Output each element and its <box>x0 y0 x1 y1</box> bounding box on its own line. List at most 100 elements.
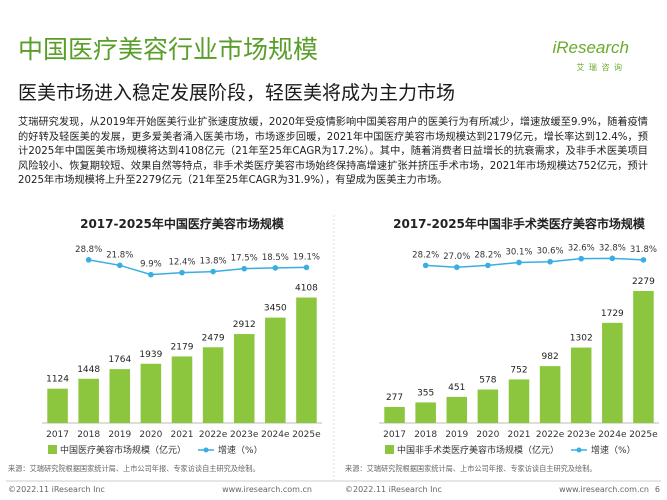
bar-value-label: 982 <box>542 352 559 362</box>
growth-label: 30.6% <box>537 247 564 257</box>
growth-point <box>609 255 616 262</box>
growth-line <box>88 259 307 276</box>
legend-label: 增速（%） <box>218 444 263 456</box>
legend-label: 中国非手术类医疗美容市场规模（亿元） <box>397 444 559 456</box>
x-tick-label: 2019 <box>108 430 131 440</box>
source-note: 来源：艾瑞研究院根据国家统计局、上市公司年报、专家访谈自主研究及绘制。 <box>345 464 597 473</box>
growth-label: 28.2% <box>412 250 439 260</box>
chart-title: 2017-2025年中国医疗美容市场规模 <box>80 216 285 231</box>
bar-value-label: 2912 <box>233 320 256 330</box>
bar-value-label: 1764 <box>108 355 131 365</box>
bar-value-label: 1124 <box>46 375 69 385</box>
legend-dot <box>576 447 582 453</box>
bar <box>415 402 436 423</box>
footer-url: www.iresearch.com.cn <box>222 485 312 494</box>
growth-line <box>425 257 644 268</box>
bar <box>265 317 286 423</box>
x-tick-label: 2017 <box>383 430 406 440</box>
growth-point <box>210 268 216 275</box>
legend-label: 中国医疗美容市场规模（亿元） <box>60 444 186 456</box>
x-tick-label: 2022e <box>199 430 228 440</box>
bar <box>140 363 162 423</box>
bar-value-label: 578 <box>479 376 496 386</box>
x-tick-label: 2020 <box>139 430 162 440</box>
bar-value-label: 355 <box>417 388 434 398</box>
growth-point <box>516 259 522 266</box>
x-tick-label: 2023e <box>230 430 259 440</box>
legend-swatch <box>385 445 394 454</box>
growth-point <box>116 262 123 269</box>
bar-value-label: 2479 <box>202 333 225 343</box>
growth-label: 32.8% <box>599 243 626 253</box>
bar <box>539 366 561 423</box>
logo: iResearch <box>552 38 629 57</box>
bar <box>633 290 654 423</box>
bar-value-label: 277 <box>386 393 403 403</box>
bar-value-label: 1729 <box>601 309 624 319</box>
logo-sub: 艾 瑞 咨 询 <box>576 63 623 72</box>
x-tick-label: 2018 <box>77 430 100 440</box>
bar-value-label: 1302 <box>570 334 593 344</box>
growth-label: 12.4% <box>168 258 195 268</box>
x-tick-label: 2018 <box>414 430 437 440</box>
footer-copyright: ©2022.11 iResearch Inc <box>8 485 105 494</box>
x-tick-label: 2019 <box>445 430 468 440</box>
legend-label: 增速（%） <box>591 444 636 456</box>
bar <box>570 347 592 423</box>
bar-value-label: 752 <box>510 365 527 375</box>
footer-url: www.iresearch.com.cn <box>559 485 649 494</box>
growth-label: 28.2% <box>474 250 501 260</box>
x-tick-label: 2024e <box>261 430 290 440</box>
growth-point <box>148 271 154 278</box>
growth-point <box>453 264 460 271</box>
bar-value-label: 4108 <box>295 284 318 294</box>
bar <box>446 396 468 423</box>
growth-point <box>578 255 585 262</box>
x-tick-label: 2025e <box>629 430 658 440</box>
growth-point <box>241 265 248 272</box>
bar <box>477 389 499 423</box>
growth-label: 17.5% <box>231 254 258 264</box>
chart-title: 2017-2025年中国非手术类医疗美容市场规模 <box>393 216 646 231</box>
growth-label: 18.5% <box>262 253 289 263</box>
bar <box>202 347 224 423</box>
growth-label: 30.1% <box>505 247 532 257</box>
bar-value-label: 2179 <box>171 342 194 352</box>
growth-label: 28.8% <box>75 245 102 255</box>
legend-dot <box>203 447 209 453</box>
bar-value-label: 2279 <box>632 277 655 287</box>
x-tick-label: 2022e <box>536 430 565 440</box>
growth-label: 19.1% <box>293 252 320 262</box>
source-note: 来源：艾瑞研究院根据国家统计局、上市公司年报、专家访谈自主研究及绘制。 <box>8 464 260 473</box>
bar <box>233 334 255 423</box>
bar-value-label: 3450 <box>264 304 287 314</box>
footer-copyright: ©2022.11 iResearch Inc <box>345 485 442 494</box>
growth-point <box>272 265 279 271</box>
growth-point <box>303 264 310 271</box>
body-text: 艾瑞研究发现，从2019年开始医美行业扩张速度放缓，2020年受疫情影响中国美容… <box>18 117 648 187</box>
growth-label: 31.8% <box>630 245 657 255</box>
growth-point <box>485 262 491 269</box>
bar <box>508 379 530 423</box>
x-tick-label: 2025e <box>292 430 321 440</box>
bar-value-label: 1939 <box>139 350 162 360</box>
growth-point <box>547 258 553 265</box>
growth-label: 9.9% <box>140 260 162 270</box>
bar <box>296 297 317 423</box>
page-number: 6 <box>655 485 660 494</box>
growth-label: 21.8% <box>106 250 133 260</box>
x-tick-label: 2020 <box>476 430 499 440</box>
growth-point <box>422 262 429 269</box>
growth-point <box>640 257 647 263</box>
bar <box>47 388 68 423</box>
bar <box>109 369 131 423</box>
x-tick-label: 2023e <box>567 430 596 440</box>
growth-point <box>85 257 92 263</box>
bar-value-label: 451 <box>448 383 465 393</box>
page-title: 中国医疗美容行业市场规模 <box>18 35 319 64</box>
x-tick-label: 2021 <box>171 430 194 440</box>
bar <box>78 378 99 423</box>
growth-point <box>179 269 185 276</box>
